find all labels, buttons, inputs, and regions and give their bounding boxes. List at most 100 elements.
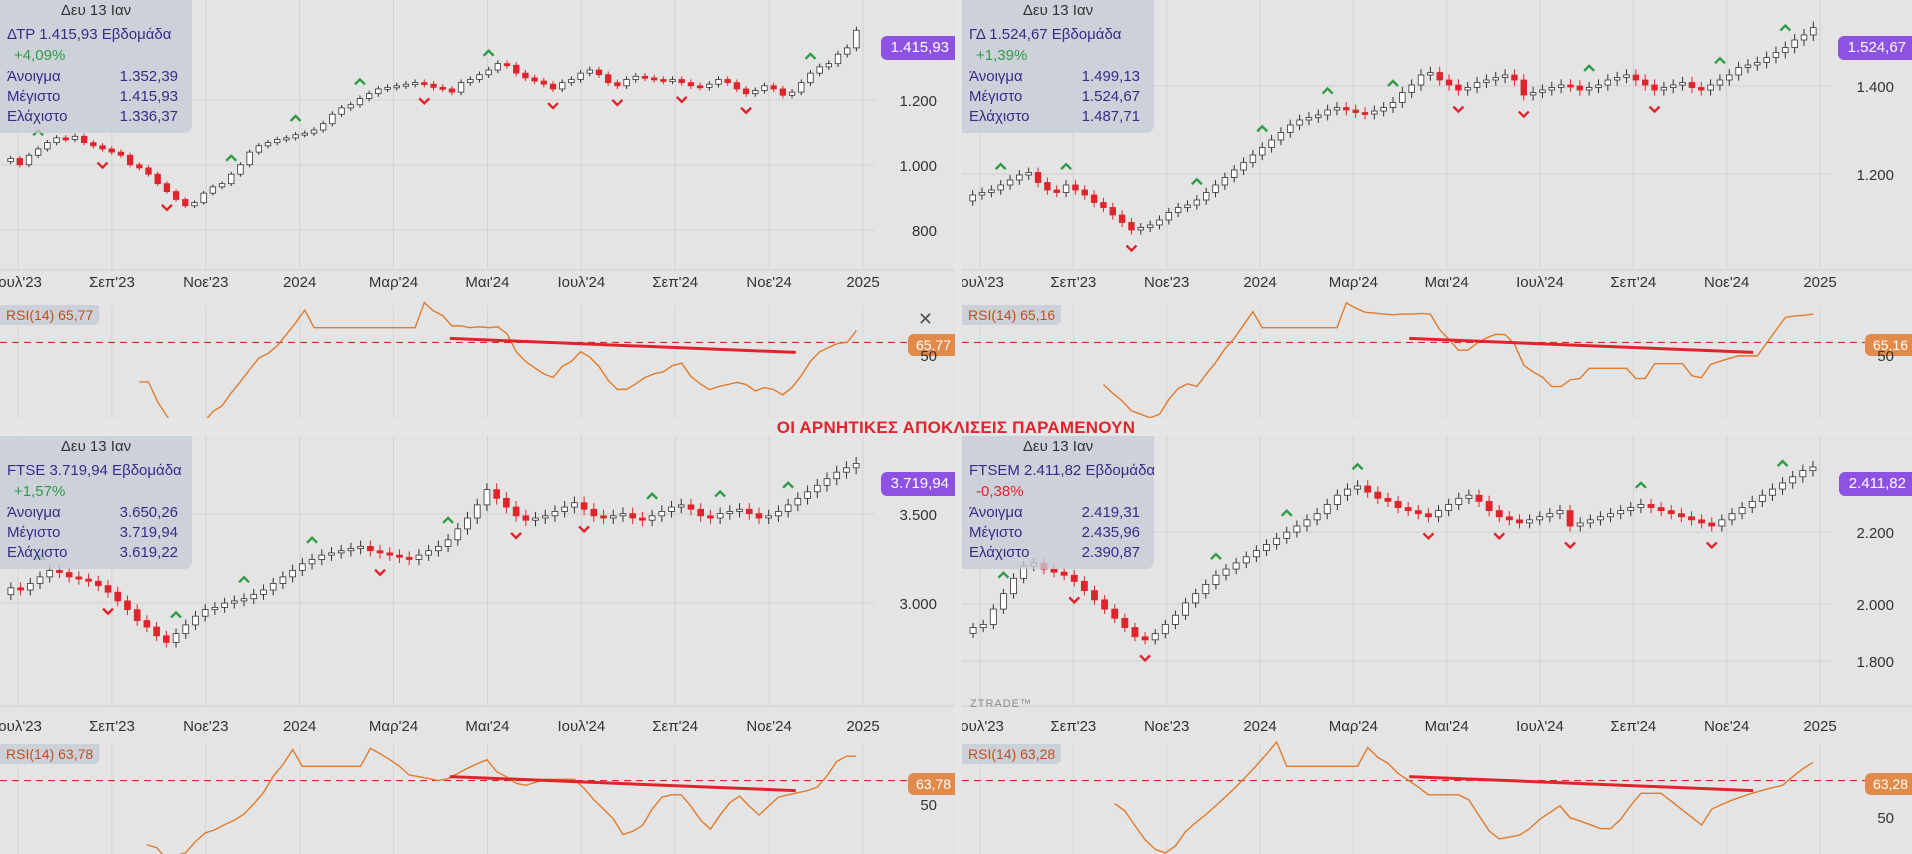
candle-down (1034, 172, 1042, 183)
candle-up (310, 129, 318, 134)
candle-up (384, 86, 391, 90)
candle-down (1404, 507, 1412, 512)
close-icon[interactable]: ✕ (917, 309, 933, 329)
candle-up (320, 123, 327, 131)
info-open-label: Άνοιγμα (969, 68, 1023, 85)
candle-up (329, 113, 336, 125)
y-tick-label: 1.000 (899, 158, 937, 175)
candle-up (1744, 64, 1752, 68)
candle-up (485, 69, 492, 76)
buy-signal-icon (1583, 64, 1596, 72)
candle-up (1597, 516, 1604, 521)
candle-down (143, 620, 151, 628)
candle-up (71, 135, 79, 140)
candle-down (742, 88, 750, 95)
banner-title: ΟΙ ΑΡΝΗΤΙΚΕΣ ΑΠΟΚΛΙΣΕΙΣ ΠΑΡΑΜΕΝΟΥΝ (776, 418, 1136, 437)
candle-down (90, 142, 97, 147)
candle-up (191, 202, 198, 207)
buy-signal-icon (1387, 79, 1399, 87)
info-high-label: Μέγιστο (969, 88, 1023, 105)
candle-down (1708, 522, 1716, 527)
candle-up (1293, 525, 1301, 533)
rsi-tick-label: 50 (1877, 348, 1894, 365)
candle-up (794, 497, 802, 506)
sell-signal-icon (1068, 596, 1081, 605)
candle-down (1070, 574, 1078, 582)
x-tick-label: Ιουλ'24 (1516, 274, 1564, 291)
x-tick-label: Μαι'24 (465, 274, 509, 291)
y-tick-label: 3.500 (899, 507, 937, 524)
candle-up (997, 184, 1004, 191)
candle-up (1212, 574, 1220, 585)
y-tick-label: 1.400 (1856, 79, 1894, 96)
candle-up (1232, 562, 1240, 570)
candle-up (1268, 139, 1275, 148)
info-low-label: Ελάχιστο (7, 108, 68, 125)
rsi-tick-label: 50 (920, 348, 937, 365)
chart-panel-0: Ιουλ'23 Σεπ'23 Νοε'23 2024 Μαρ'24 Μαι'24 Ιουλ'… (0, 0, 955, 418)
candle-up (1305, 117, 1313, 121)
x-tick-label: Μαρ'24 (369, 274, 418, 291)
sell-signal-icon (374, 568, 386, 577)
candle-down (522, 515, 530, 521)
rsi-line (1102, 301, 1814, 418)
price-badge: 1.524,67 (1837, 36, 1912, 60)
candle-up (375, 88, 382, 95)
candle-up (775, 511, 782, 517)
candle-up (1607, 513, 1614, 518)
candle-up (632, 75, 639, 80)
candle-up (1546, 513, 1554, 518)
info-change: +4,09% (14, 47, 66, 64)
candle-down (1436, 72, 1443, 81)
y-tick-label: 2.000 (1856, 597, 1894, 614)
x-tick-label: Νοε'24 (746, 718, 791, 735)
candle-down (1455, 84, 1462, 91)
candle-down (405, 556, 413, 560)
candle-down (1343, 107, 1350, 111)
candle-down (614, 82, 621, 87)
candle-up (1728, 513, 1736, 521)
candle-up (1557, 84, 1565, 88)
info-low-label: Ελάχιστο (969, 108, 1030, 125)
candle-up (1006, 179, 1014, 186)
candle-up (978, 192, 986, 196)
info-low-value: 3.619,22 (119, 544, 178, 561)
info-open-value: 3.650,26 (119, 504, 178, 521)
y-tick-label: 1.200 (899, 93, 937, 110)
candle-down (162, 635, 170, 643)
sell-signal-icon (740, 106, 752, 115)
candle-up (1323, 504, 1331, 515)
x-tick-label: 2024 (1243, 718, 1276, 735)
candle-down (733, 82, 741, 90)
candle-up (853, 29, 860, 49)
candle-up (1718, 519, 1726, 527)
buy-signal-icon (442, 516, 454, 524)
candle-down (1567, 84, 1574, 88)
candle-down (1657, 507, 1665, 512)
candle-up (1016, 174, 1023, 181)
candle-up (1604, 79, 1612, 86)
divergence-trendline (1409, 775, 1754, 793)
x-tick-label: Σεπ'24 (1610, 274, 1656, 291)
candle-up (7, 158, 14, 163)
candle-up (1146, 224, 1154, 228)
candle-up (218, 183, 226, 188)
x-tick-label: Νοε'23 (1144, 718, 1189, 735)
y-tick-label: 2.200 (1856, 525, 1894, 542)
candle-down (1044, 182, 1051, 191)
candle-down (1111, 608, 1119, 619)
candle-up (26, 583, 34, 591)
candle-up (260, 589, 267, 595)
candle-up (269, 583, 277, 591)
candle-down (1384, 497, 1392, 502)
sell-signal-icon (1517, 110, 1530, 119)
candle-up (435, 545, 442, 552)
candle-up (1240, 162, 1247, 171)
x-tick-label: Ιουλ'23 (962, 718, 1004, 735)
candle-up (1333, 107, 1341, 111)
info-open-value: 1.499,13 (1081, 68, 1140, 85)
candle-up (292, 134, 299, 139)
candle-up (201, 609, 209, 617)
candle-down (182, 199, 189, 207)
candle-up (1371, 110, 1378, 115)
